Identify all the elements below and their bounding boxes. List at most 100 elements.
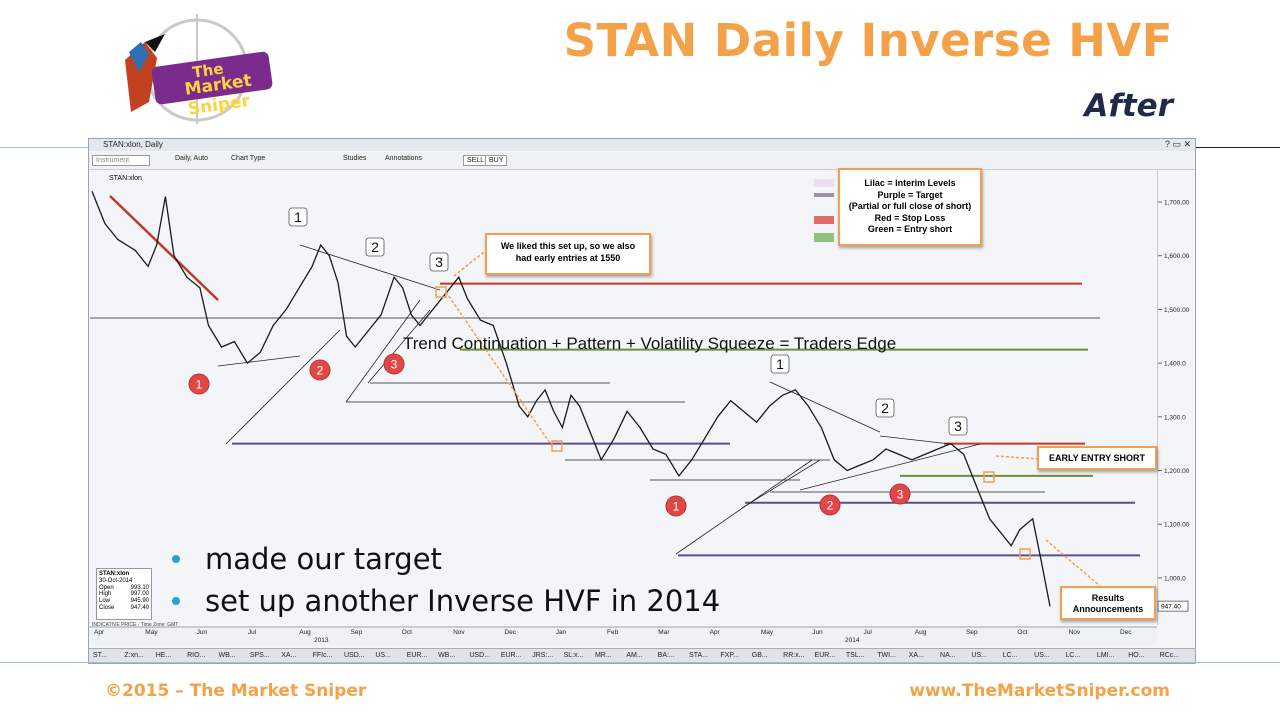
taskbar-item[interactable]: RR:x... bbox=[783, 652, 805, 659]
y-tick-label: 1,300.0 bbox=[1164, 414, 1186, 421]
info-symbol: STAN:xlon bbox=[99, 571, 130, 577]
taskbar-item[interactable]: RCc... bbox=[1159, 652, 1180, 659]
taskbar-item[interactable]: RIO... bbox=[187, 652, 206, 659]
wave-number-label: 3 bbox=[954, 418, 962, 434]
wave-number-label: 1 bbox=[294, 209, 302, 225]
taskbar-item[interactable]: USD... bbox=[343, 652, 365, 659]
point-circle-label: 1 bbox=[673, 500, 680, 514]
legend-swatches bbox=[814, 179, 834, 242]
info-date: 30-Oct-2014 bbox=[99, 577, 133, 584]
taskbar-item[interactable]: TSL... bbox=[845, 652, 865, 659]
x-month-label: Dec bbox=[1120, 629, 1132, 636]
wave-number-label: 2 bbox=[371, 239, 379, 255]
taskbar-item[interactable]: NA... bbox=[940, 652, 956, 659]
taskbar-item[interactable]: US... bbox=[971, 652, 987, 659]
taskbar-item[interactable]: JRS:... bbox=[532, 652, 554, 659]
instrument-input[interactable]: Instrument bbox=[92, 155, 150, 166]
studies-dropdown[interactable]: Studies bbox=[343, 155, 367, 162]
symbol-label[interactable]: STAN:xlon bbox=[109, 175, 142, 182]
taskbar-item[interactable]: LC... bbox=[1002, 652, 1018, 659]
taskbar-item[interactable]: BA:... bbox=[657, 652, 675, 659]
hvf-line bbox=[367, 309, 431, 384]
taskbar-item[interactable]: USD... bbox=[469, 652, 491, 659]
price-series-line bbox=[91, 191, 1051, 607]
point-circle-marker bbox=[188, 373, 210, 395]
point-circle-marker bbox=[819, 494, 841, 516]
x-month-label: Jun bbox=[812, 629, 823, 636]
taskbar-item[interactable]: SL:x... bbox=[563, 652, 584, 659]
legend-line: Lilac = Interim Levels bbox=[864, 178, 956, 188]
taskbar-item[interactable]: HE... bbox=[155, 652, 172, 659]
point-circle-label: 1 bbox=[196, 378, 203, 392]
taskbar-item[interactable]: Z:xn... bbox=[124, 652, 144, 659]
taskbar-item[interactable]: WB... bbox=[438, 652, 456, 659]
overlay-caption: Trend Continuation + Pattern + Volatilit… bbox=[403, 334, 897, 353]
x-month-label: Dec bbox=[504, 629, 516, 636]
chart-window: STAN:xlon, Daily ? ▭ ✕ Instrument Daily,… bbox=[88, 138, 1196, 664]
window-controls[interactable]: ? ▭ ✕ bbox=[1164, 139, 1191, 149]
taskbar-item[interactable]: US... bbox=[1034, 652, 1050, 659]
taskbar-item[interactable]: AM... bbox=[626, 652, 643, 659]
wave-number-label: 1 bbox=[776, 356, 784, 372]
taskbar-item[interactable]: XA... bbox=[281, 652, 297, 659]
bullet-item: set up another Inverse HVF in 2014 bbox=[168, 580, 720, 622]
instrument-taskbar: ST... Z:xn... HE... RIO... WB... SPS... XA... F… bbox=[89, 648, 1195, 663]
x-axis-panel bbox=[89, 627, 1157, 645]
callout-line bbox=[995, 455, 1041, 460]
point-circle-label: 3 bbox=[897, 488, 904, 502]
taskbar-item[interactable]: GB... bbox=[751, 652, 768, 659]
wave-number-box bbox=[948, 416, 968, 436]
x-month-label: Nov bbox=[453, 629, 465, 636]
x-month-label: Nov bbox=[1069, 629, 1081, 636]
taskbar-item[interactable]: ST... bbox=[93, 652, 108, 659]
hvf-line bbox=[225, 329, 341, 445]
x-month-label: Aug bbox=[299, 629, 311, 636]
x-month-label: Jun bbox=[197, 629, 208, 636]
taskbar-item[interactable]: WB... bbox=[218, 652, 236, 659]
x-month-label: Feb bbox=[607, 629, 619, 636]
wave-number-box bbox=[365, 237, 385, 257]
hvf-line bbox=[879, 435, 951, 445]
x-month-label: Aug bbox=[915, 629, 927, 636]
footer-website[interactable]: www.TheMarketSniper.com bbox=[909, 681, 1170, 701]
hvf-line bbox=[741, 459, 821, 509]
chart-type-dropdown[interactable]: Chart Type bbox=[231, 155, 266, 162]
period-dropdown[interactable]: Daily, Auto bbox=[175, 155, 208, 162]
page-subtitle: After bbox=[1084, 88, 1173, 124]
taskbar-item[interactable]: LMI... bbox=[1096, 652, 1115, 659]
point-circle-marker bbox=[665, 495, 687, 517]
info-row: Close 947.40 bbox=[99, 604, 149, 611]
point-circle-marker bbox=[383, 353, 405, 375]
taskbar-item[interactable]: US... bbox=[375, 652, 391, 659]
taskbar-item[interactable]: MR... bbox=[594, 652, 612, 659]
x-year-label: 2014 bbox=[845, 637, 860, 644]
setup-note: We liked this set up, so we also had ear… bbox=[485, 233, 651, 275]
taskbar-item[interactable]: HO... bbox=[1128, 652, 1145, 659]
taskbar-item[interactable]: EUR... bbox=[814, 652, 836, 659]
x-month-label: Sep bbox=[966, 629, 978, 636]
taskbar-item[interactable]: STA... bbox=[689, 652, 708, 659]
buy-button[interactable]: BUY bbox=[485, 155, 508, 166]
taskbar-item[interactable]: EUR... bbox=[500, 652, 522, 659]
x-month-label: Jul bbox=[248, 629, 257, 636]
taskbar-item[interactable]: SPS... bbox=[249, 652, 270, 659]
x-month-label: May bbox=[145, 629, 158, 636]
annotations-dropdown[interactable]: Annotations bbox=[385, 155, 422, 162]
taskbar-item[interactable]: TWI... bbox=[877, 652, 896, 659]
taskbar-item[interactable]: FXP... bbox=[720, 652, 739, 659]
taskbar-item[interactable]: EUR... bbox=[406, 652, 428, 659]
legend-line: Red = Stop Loss bbox=[874, 212, 946, 223]
taskbar-item[interactable]: FFIc... bbox=[312, 652, 333, 659]
taskbar-item[interactable]: LC... bbox=[1065, 652, 1081, 659]
point-circle-marker bbox=[889, 483, 911, 505]
indicative-price: INDICATIVE PRICE · Time Zone: GMT bbox=[92, 622, 179, 628]
point-circle-label: 2 bbox=[827, 499, 834, 513]
early-entry-note: EARLY ENTRY SHORT bbox=[1037, 446, 1157, 470]
hvf-line bbox=[217, 355, 301, 367]
wave-number-box bbox=[288, 207, 308, 227]
results-note: Results Announcements bbox=[1060, 586, 1156, 620]
hvf-line bbox=[299, 244, 441, 291]
taskbar-item[interactable]: XA... bbox=[908, 652, 924, 659]
x-month-label: Apr bbox=[94, 629, 105, 636]
